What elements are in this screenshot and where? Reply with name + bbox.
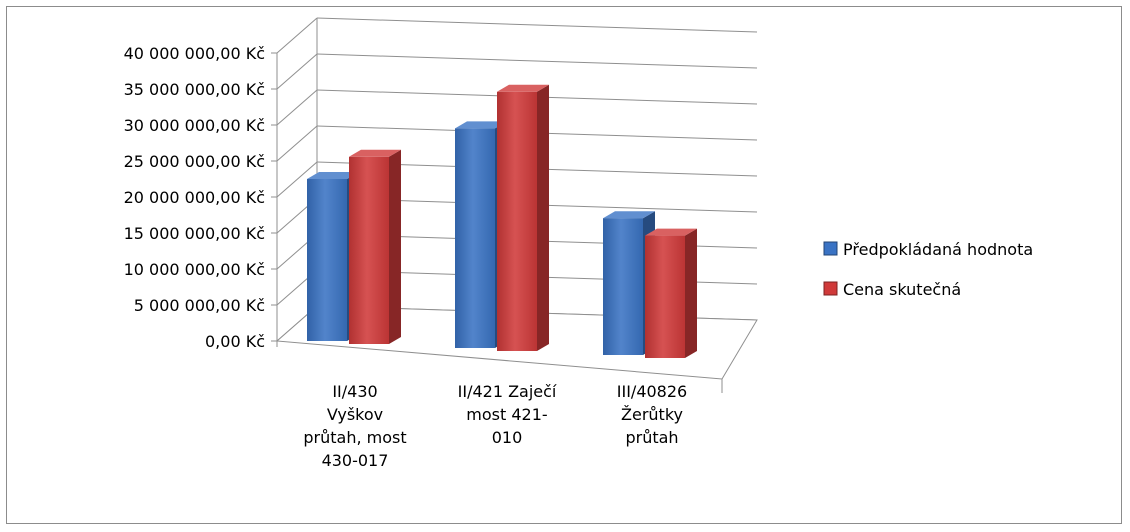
bar-top	[497, 84, 549, 92]
bar-top	[349, 149, 401, 157]
bar-chart: 0,00 Kč 5 000 000,00 Kč 10 000 000,00 Kč 15…	[124, 17, 1033, 470]
bar-side	[537, 84, 549, 352]
bar-front	[603, 218, 643, 355]
bar	[349, 149, 401, 344]
bar-front	[307, 179, 347, 341]
x-tick-label: II/430 Vyškov průtah, most 430-017	[303, 382, 406, 470]
y-tick-label: 35 000 000,00 Kč	[124, 80, 265, 99]
bar	[645, 228, 697, 358]
y-tick-label: 40 000 000,00 Kč	[124, 44, 265, 63]
bar-top	[307, 172, 359, 179]
y-tick-label: 0,00 Kč	[205, 332, 265, 351]
x-tick-label: III/40826 Žerůtky průtah	[617, 382, 687, 447]
gridline-side	[276, 17, 318, 54]
x-tick-label: II/421 Zaječí most 421-010	[458, 382, 557, 447]
legend-swatch	[823, 281, 838, 296]
y-tick-label: 10 000 000,00 Kč	[124, 260, 265, 279]
y-tick-label: 15 000 000,00 Kč	[124, 224, 265, 243]
gridline-side	[276, 161, 318, 198]
gridline-side	[276, 89, 318, 126]
legend-label: Předpokládaná hodnota	[843, 240, 1033, 259]
bar-top	[603, 211, 655, 219]
legend-swatch	[823, 241, 838, 256]
bar-front	[349, 156, 389, 344]
bar-front	[455, 128, 495, 348]
chart-frame: 0,00 Kč 5 000 000,00 Kč 10 000 000,00 Kč 15…	[6, 6, 1122, 524]
bar-top	[645, 228, 697, 236]
bars	[307, 84, 697, 358]
labels: 0,00 Kč 5 000 000,00 Kč 10 000 000,00 Kč 15…	[124, 44, 688, 470]
gridline	[316, 53, 758, 69]
gridline-side	[276, 125, 318, 162]
bar-side	[685, 228, 697, 358]
bar-front	[497, 91, 537, 352]
gridline	[316, 17, 758, 33]
gridline-side	[276, 53, 318, 90]
bar-front	[645, 235, 685, 358]
y-tick-label: 20 000 000,00 Kč	[124, 188, 265, 207]
bar-top	[455, 121, 507, 129]
bar	[497, 84, 549, 352]
y-tick-label: 25 000 000,00 Kč	[124, 152, 265, 171]
y-tick-label: 5 000 000,00 Kč	[134, 296, 265, 315]
bar-side	[389, 149, 401, 344]
legend: Předpokládaná hodnota Cena skutečná	[823, 240, 1033, 299]
legend-label: Cena skutečná	[843, 280, 961, 299]
y-tick-label: 30 000 000,00 Kč	[124, 116, 265, 135]
